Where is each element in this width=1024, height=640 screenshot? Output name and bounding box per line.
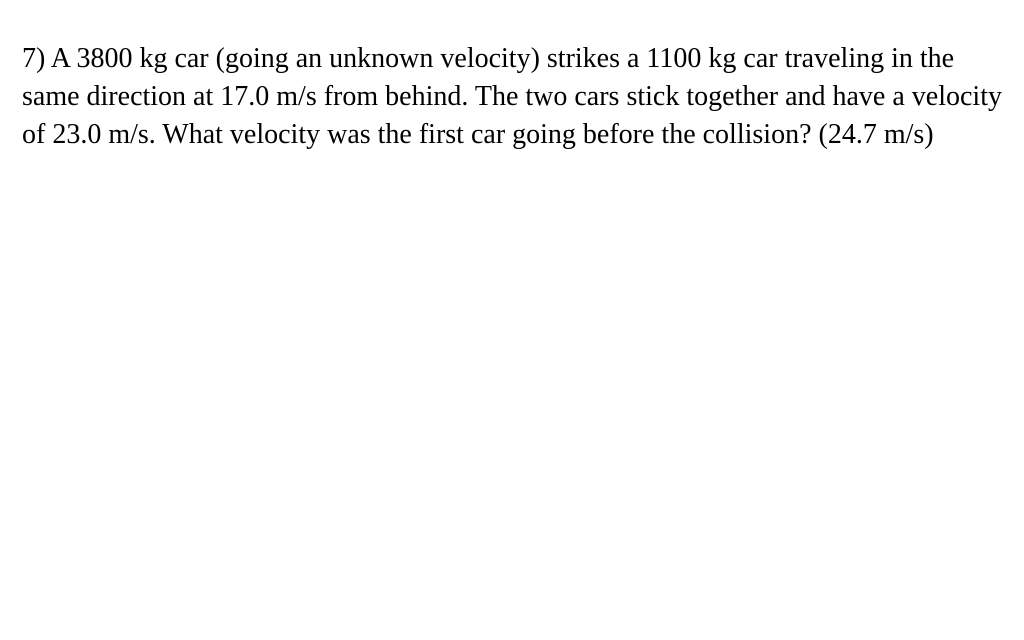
problem-text: 7) A 3800 kg car (going an unknown veloc… [22,40,1002,153]
page-container: 7) A 3800 kg car (going an unknown veloc… [0,0,1024,193]
